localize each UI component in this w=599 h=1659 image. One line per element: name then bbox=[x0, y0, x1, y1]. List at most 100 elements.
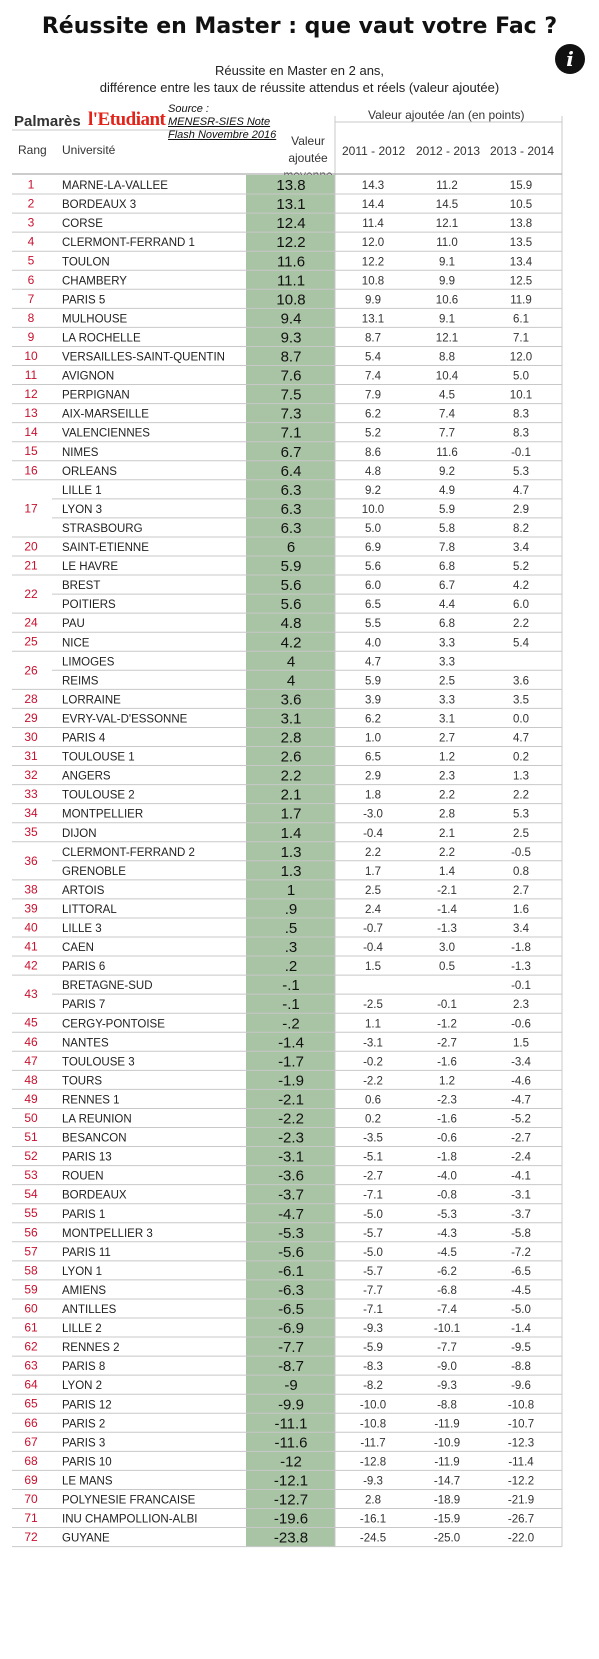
average-value: -6.5 bbox=[278, 1301, 304, 1318]
value-2012-2013: -1.3 bbox=[437, 923, 457, 935]
value-2011-2012: -5.7 bbox=[363, 1228, 383, 1240]
rank-label: 20 bbox=[24, 539, 38, 553]
average-value: 2.6 bbox=[281, 749, 302, 766]
rank-label: 65 bbox=[24, 1397, 38, 1411]
university-name: TOULON bbox=[62, 256, 110, 268]
rank-label: 33 bbox=[24, 787, 38, 801]
value-2013-2014: 8.2 bbox=[513, 523, 529, 535]
value-2011-2012: 13.1 bbox=[362, 313, 384, 325]
university-name: EVRY-VAL-D'ESSONNE bbox=[62, 713, 188, 725]
value-2011-2012: 7.4 bbox=[365, 371, 382, 383]
value-2013-2014: -7.2 bbox=[511, 1247, 531, 1259]
average-value: -3.1 bbox=[278, 1149, 304, 1166]
value-2013-2014: 1.6 bbox=[513, 904, 529, 916]
rank-label: 60 bbox=[24, 1301, 38, 1315]
rank-label: 45 bbox=[24, 1016, 38, 1030]
university-name: ANGERS bbox=[62, 771, 111, 783]
rank-label: 68 bbox=[24, 1454, 38, 1468]
rank-label: 36 bbox=[24, 854, 38, 868]
column-header-year-1: 2011 - 2012 bbox=[342, 144, 406, 158]
average-value: 1.3 bbox=[281, 844, 302, 861]
rank-label: 22 bbox=[24, 587, 38, 601]
value-2012-2013: -18.9 bbox=[434, 1495, 460, 1507]
rank-label: 17 bbox=[24, 501, 38, 515]
average-value: 1.3 bbox=[281, 863, 302, 880]
university-name: BORDEAUX bbox=[62, 1190, 127, 1202]
value-2012-2013: -4.0 bbox=[437, 1171, 457, 1183]
university-name: ORLEANS bbox=[62, 466, 117, 478]
university-name: LYON 2 bbox=[62, 1380, 102, 1392]
university-name: BORDEAUX 3 bbox=[62, 199, 136, 211]
university-name: LYON 1 bbox=[62, 1266, 102, 1278]
value-2013-2014: -10.7 bbox=[508, 1418, 534, 1430]
average-value: -23.8 bbox=[274, 1530, 308, 1547]
university-name: CERGY-PONTOISE bbox=[62, 1018, 165, 1030]
column-header-rank: Rang bbox=[18, 143, 47, 157]
source-link-line-2[interactable]: Flash Novembre 2016 bbox=[168, 129, 277, 141]
university-name: STRASBOURG bbox=[62, 523, 143, 535]
value-2011-2012: 14.4 bbox=[362, 199, 385, 211]
university-name: LA REUNION bbox=[62, 1114, 132, 1126]
average-value: -12.7 bbox=[274, 1492, 308, 1509]
value-2013-2014: -0.1 bbox=[511, 447, 531, 459]
university-name: LE MANS bbox=[62, 1475, 113, 1487]
value-2012-2013: 5.9 bbox=[439, 504, 455, 516]
subtitle-line-1: Réussite en Master en 2 ans, bbox=[214, 63, 385, 78]
value-2012-2013: -5.3 bbox=[437, 1209, 457, 1221]
info-icon[interactable]: i bbox=[555, 44, 585, 74]
average-value: 6.3 bbox=[281, 482, 302, 499]
rank-label: 26 bbox=[24, 663, 38, 677]
value-2012-2013: -1.6 bbox=[437, 1114, 457, 1126]
value-2012-2013: -11.9 bbox=[434, 1418, 459, 1430]
value-2011-2012: -0.7 bbox=[363, 923, 383, 935]
university-name: POLYNESIE FRANCAISE bbox=[62, 1495, 196, 1507]
value-2012-2013: 0.5 bbox=[439, 961, 455, 973]
university-name: POITIERS bbox=[62, 599, 116, 611]
rank-label: 7 bbox=[28, 292, 35, 306]
rank-label: 6 bbox=[28, 273, 35, 287]
rank-label: 15 bbox=[24, 444, 38, 458]
average-value: -.1 bbox=[282, 996, 300, 1013]
rank-label: 59 bbox=[24, 1282, 38, 1296]
value-2011-2012: -8.2 bbox=[363, 1380, 383, 1392]
value-2013-2014: -1.3 bbox=[511, 961, 531, 973]
value-2011-2012: 7.9 bbox=[365, 390, 381, 402]
university-name: TOURS bbox=[62, 1075, 102, 1087]
university-name: GRENOBLE bbox=[62, 866, 126, 878]
value-2012-2013: 4.9 bbox=[439, 485, 455, 497]
rank-label: 58 bbox=[24, 1263, 38, 1277]
rank-label: 71 bbox=[24, 1511, 38, 1525]
source-link-line-1[interactable]: MENESR-SIES Note bbox=[168, 116, 271, 128]
university-name: PARIS 13 bbox=[62, 1152, 112, 1164]
value-2013-2014: 8.3 bbox=[513, 409, 529, 421]
average-value: 6.3 bbox=[281, 501, 302, 518]
university-name: ARTOIS bbox=[62, 885, 105, 897]
value-2011-2012: 10.8 bbox=[362, 275, 384, 287]
value-2011-2012: 1.7 bbox=[365, 866, 381, 878]
value-2012-2013: 12.1 bbox=[436, 218, 458, 230]
rank-label: 41 bbox=[24, 940, 38, 954]
rank-label: 53 bbox=[24, 1168, 38, 1182]
value-2012-2013: 9.1 bbox=[439, 313, 455, 325]
rank-label: 10 bbox=[24, 349, 38, 363]
value-2011-2012: 10.0 bbox=[362, 504, 384, 516]
university-name: LITTORAL bbox=[62, 904, 117, 916]
university-name: BRETAGNE-SUD bbox=[62, 980, 153, 992]
value-2013-2014: -3.1 bbox=[511, 1190, 531, 1202]
value-2011-2012: -3.1 bbox=[363, 1037, 383, 1049]
value-2012-2013: -9.3 bbox=[437, 1380, 457, 1392]
value-2013-2014: 5.0 bbox=[513, 371, 529, 383]
value-2013-2014: -4.6 bbox=[511, 1075, 531, 1087]
value-2011-2012: 6.5 bbox=[365, 599, 381, 611]
value-2012-2013: 8.8 bbox=[439, 352, 455, 364]
university-name: PARIS 11 bbox=[62, 1247, 111, 1259]
average-value: 4 bbox=[287, 653, 295, 670]
rank-label: 70 bbox=[24, 1492, 38, 1506]
average-value: 9.3 bbox=[281, 329, 302, 346]
column-header-year-2: 2012 - 2013 bbox=[416, 144, 481, 158]
rank-label: 34 bbox=[24, 806, 38, 820]
value-2011-2012: -5.9 bbox=[363, 1342, 383, 1354]
average-value: -1.9 bbox=[278, 1072, 304, 1089]
average-value: 6.4 bbox=[281, 463, 302, 480]
university-name: LILLE 2 bbox=[62, 1323, 102, 1335]
